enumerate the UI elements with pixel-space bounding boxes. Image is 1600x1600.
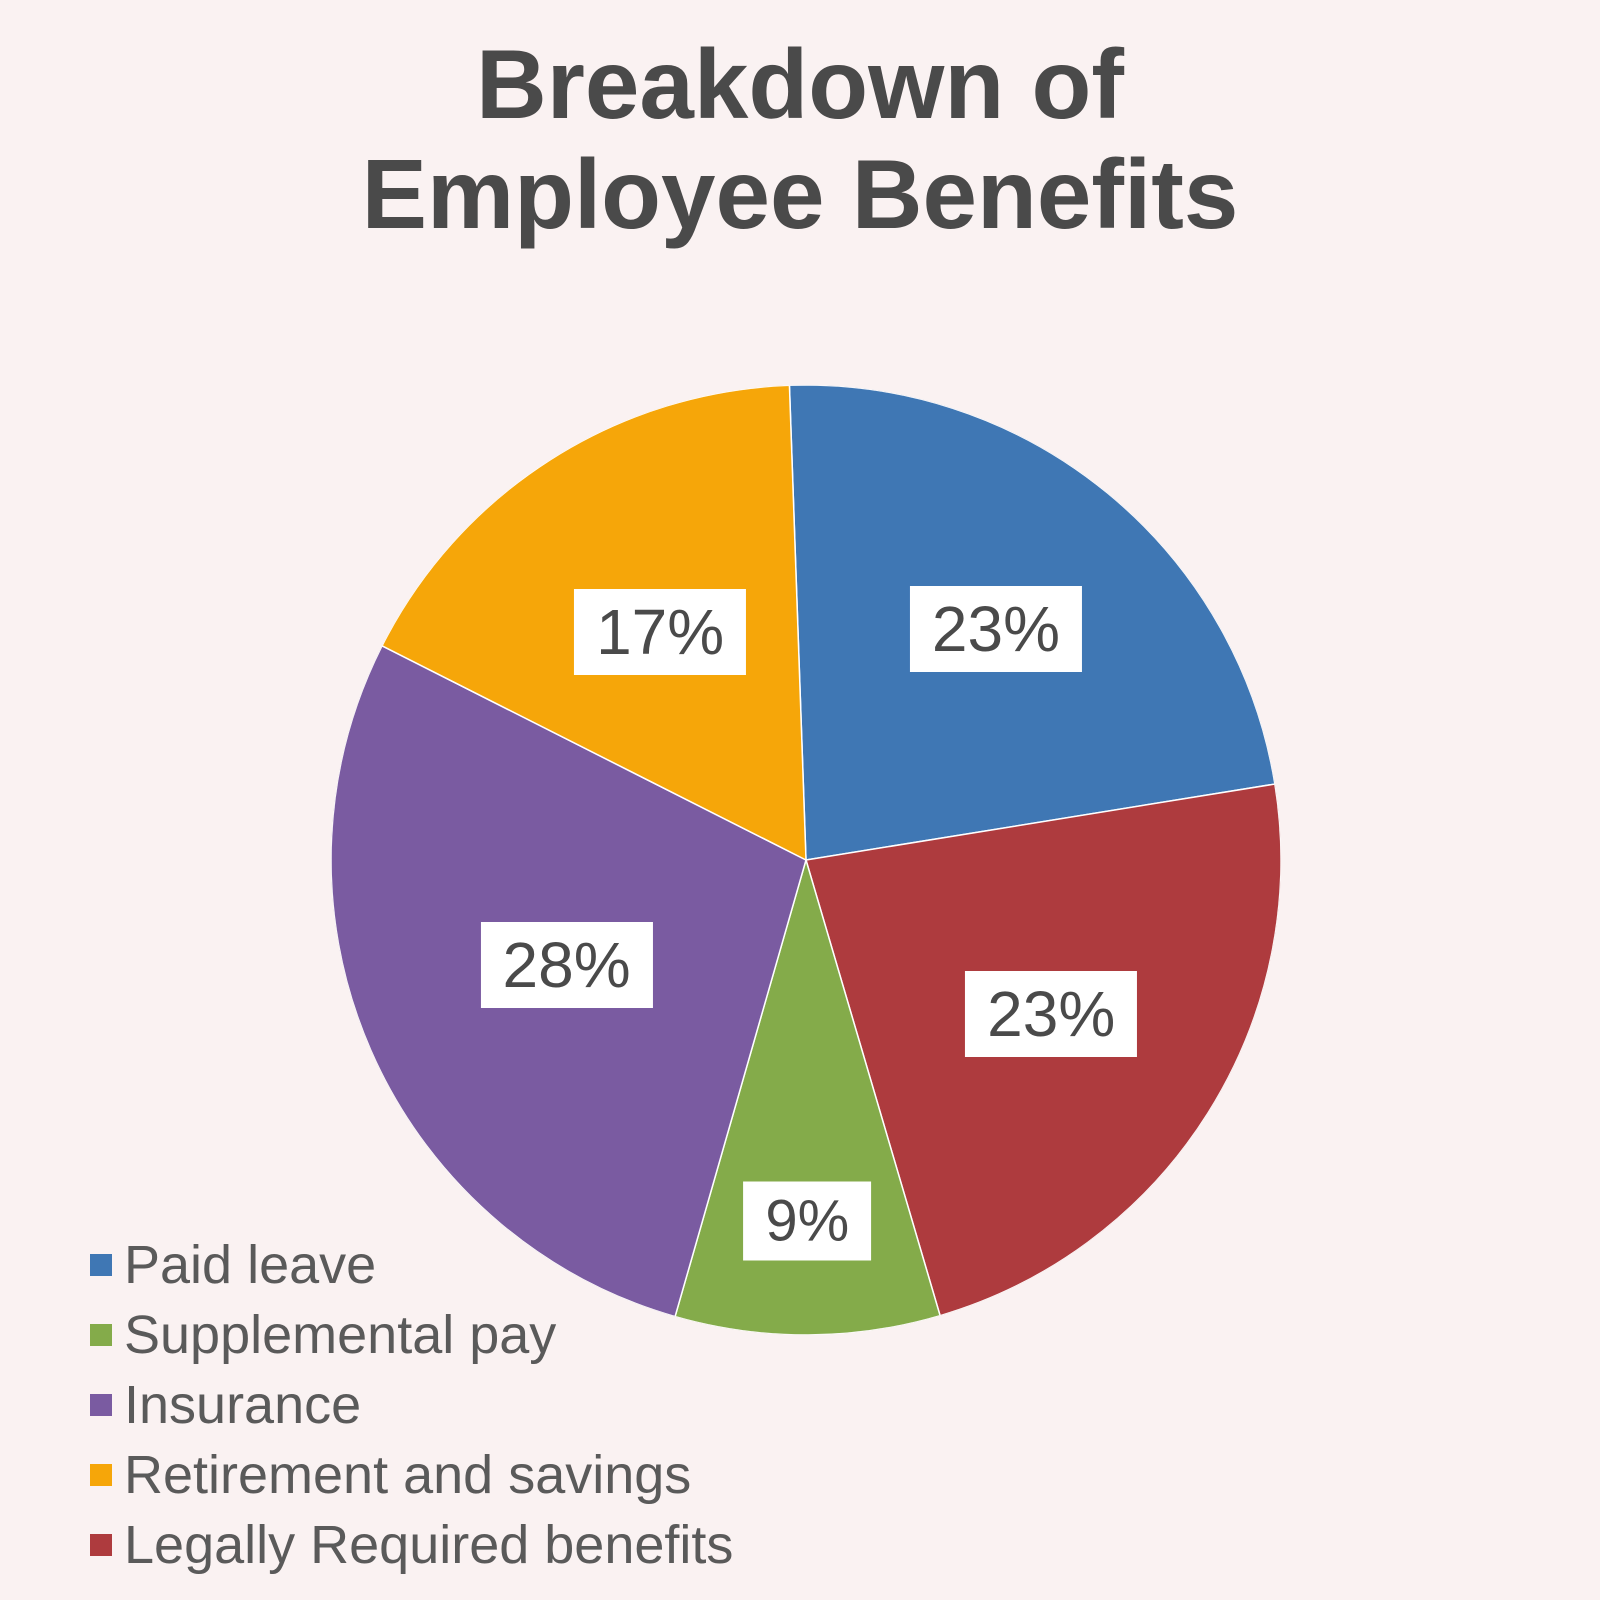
legend-swatch xyxy=(90,1394,112,1416)
pie-chart: 23% 23% 9% 28% 17% xyxy=(331,385,1281,1335)
legend-label: Insurance xyxy=(124,1374,361,1436)
legend-item: Retirement and savings xyxy=(90,1440,733,1510)
chart-canvas: Breakdown of Employee Benefits 23%23%9%2… xyxy=(0,0,1600,1600)
slice-label: 23% xyxy=(965,971,1137,1057)
legend-label: Paid leave xyxy=(124,1234,376,1296)
slice-label: 17% xyxy=(574,589,746,675)
legend-label: Legally Required benefits xyxy=(124,1514,733,1576)
legend-item: Insurance xyxy=(90,1370,733,1440)
chart-title-line2: Employee Benefits xyxy=(362,139,1239,249)
slice-label: 23% xyxy=(910,586,1082,672)
legend-item: Paid leave xyxy=(90,1230,733,1300)
legend-swatch xyxy=(90,1464,112,1486)
legend-label: Supplemental pay xyxy=(124,1304,556,1366)
legend-swatch xyxy=(90,1254,112,1276)
legend-item: Supplemental pay xyxy=(90,1300,733,1370)
legend-item: Legally Required benefits xyxy=(90,1510,733,1580)
chart-title-line1: Breakdown of xyxy=(476,29,1124,139)
legend: Paid leave Supplemental pay Insurance Retir… xyxy=(90,1230,733,1580)
slice-label: 28% xyxy=(481,922,653,1008)
legend-swatch xyxy=(90,1324,112,1346)
slice-label: 9% xyxy=(743,1181,871,1260)
legend-swatch xyxy=(90,1534,112,1556)
chart-title: Breakdown of Employee Benefits xyxy=(0,30,1600,250)
legend-label: Retirement and savings xyxy=(124,1444,691,1506)
